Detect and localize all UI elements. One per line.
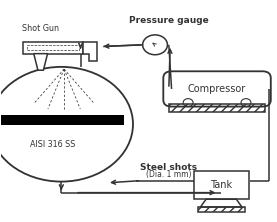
Polygon shape: [201, 199, 242, 207]
Bar: [0, 115, 124, 125]
Text: Compressor: Compressor: [188, 84, 246, 94]
Text: Shot Gun: Shot Gun: [22, 24, 60, 33]
Text: Steel shots: Steel shots: [140, 163, 198, 172]
Polygon shape: [34, 54, 48, 70]
Text: (Dia. 1 mm): (Dia. 1 mm): [146, 170, 192, 180]
FancyBboxPatch shape: [163, 71, 271, 107]
Bar: [198, 207, 245, 212]
Text: AISI 316 SS: AISI 316 SS: [30, 140, 76, 149]
Polygon shape: [83, 42, 97, 61]
Bar: [23, 42, 83, 54]
Text: Pressure gauge: Pressure gauge: [129, 16, 209, 25]
Bar: [194, 170, 249, 199]
Text: Tank: Tank: [210, 180, 232, 190]
Bar: [169, 104, 265, 112]
Bar: [27, 45, 79, 50]
